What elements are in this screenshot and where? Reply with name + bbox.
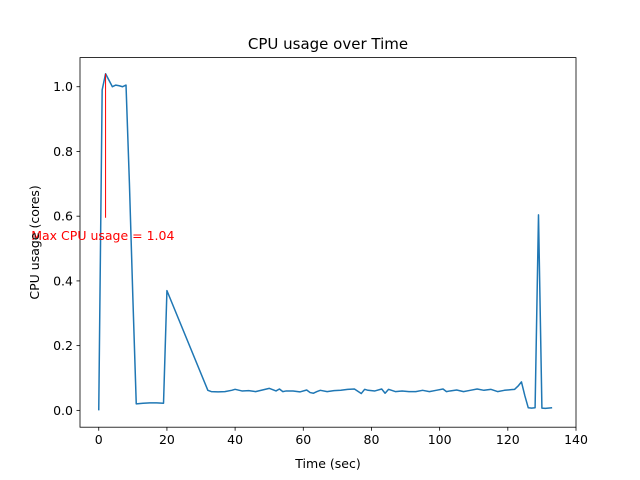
x-tick-label: 40 (227, 432, 243, 447)
y-tick-label: 0.0 (53, 403, 73, 418)
x-tick-label: 120 (496, 432, 520, 447)
x-tick-label: 80 (364, 432, 380, 447)
y-tick-label: 0.6 (53, 209, 73, 224)
y-tick-label: 0.2 (53, 338, 73, 353)
series-layer (98, 73, 553, 411)
max-annotation-label: Max CPU usage = 1.04 (31, 228, 174, 243)
x-tick-label: 140 (564, 432, 588, 447)
y-tick-label: 1.0 (53, 79, 73, 94)
x-tick-label: 20 (159, 432, 175, 447)
x-axis: 0 20 40 60 80 100 120 140 (95, 427, 588, 447)
y-axis: 0.0 0.2 0.4 0.6 0.8 1.0 (53, 79, 80, 418)
x-tick-label: 0 (95, 432, 103, 447)
x-axis-label: Time (sec) (294, 456, 360, 471)
chart-title: CPU usage over Time (248, 35, 408, 53)
annotation-layer: Max CPU usage = 1.04 (31, 73, 174, 243)
x-tick-label: 60 (295, 432, 311, 447)
y-axis-label: CPU usage (cores) (27, 185, 42, 299)
y-tick-label: 0.4 (53, 273, 73, 288)
x-tick-label: 100 (428, 432, 452, 447)
series-line-cpu-usage (98, 73, 553, 411)
plot-area-frame (79, 57, 577, 428)
y-tick-label: 0.8 (53, 144, 73, 159)
